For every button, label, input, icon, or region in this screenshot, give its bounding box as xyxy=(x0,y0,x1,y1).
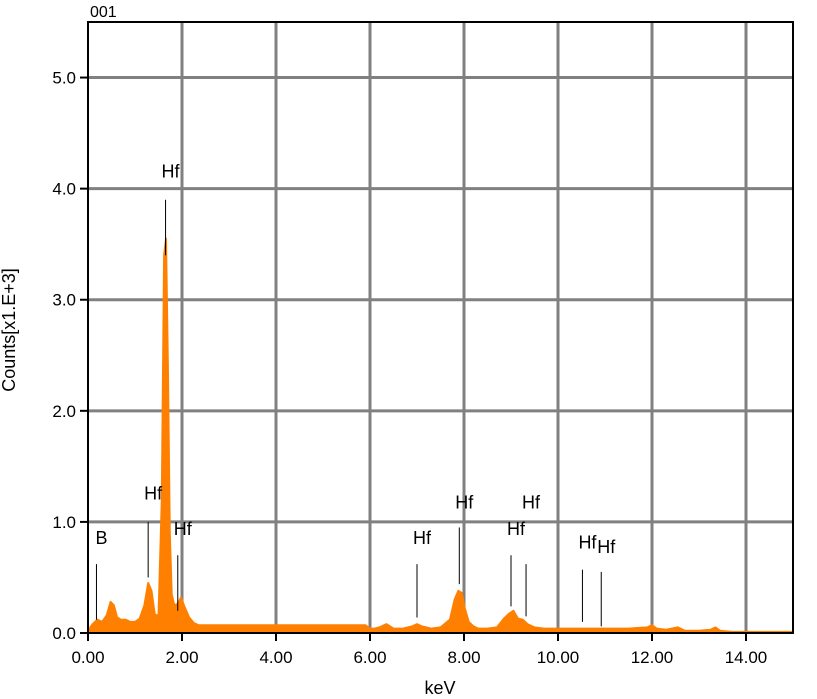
x-tick-label-7: 14.00 xyxy=(725,648,768,667)
axis-ticks: 0.00 2.00 4.00 6.00 8.00 10.00 12.00 14.00 0.0 1.… xyxy=(52,69,767,667)
x-tick-label-2: 4.00 xyxy=(259,648,292,667)
spectrum-id-label: 001 xyxy=(90,4,117,21)
y-tick-label-1: 1.0 xyxy=(52,513,76,532)
peak-label-9: Hf xyxy=(597,537,616,557)
y-tick-label-0: 0.0 xyxy=(52,624,76,643)
x-axis-title: keV xyxy=(424,678,455,698)
y-tick-label-2: 2.0 xyxy=(52,402,76,421)
x-tick-label-1: 2.00 xyxy=(165,648,198,667)
x-tick-label-5: 10.00 xyxy=(537,648,580,667)
x-tick-label-4: 8.00 xyxy=(447,648,480,667)
x-tick-label-6: 12.00 xyxy=(631,648,674,667)
peak-label-2: B xyxy=(95,528,107,548)
y-axis-title: Counts[x1.E+3] xyxy=(0,268,19,392)
x-tick-label-3: 6.00 xyxy=(353,648,386,667)
plot-frame xyxy=(87,21,794,634)
peak-label-5: Hf xyxy=(455,493,474,513)
peak-label-0: Hf xyxy=(162,162,181,182)
peak-label-8: Hf xyxy=(578,533,597,553)
peak-label-3: Hf xyxy=(174,519,193,539)
spectrum-area-0 xyxy=(87,237,794,634)
peak-label-4: Hf xyxy=(413,528,432,548)
peak-label-1: Hf xyxy=(144,484,163,504)
y-tick-label-5: 5.0 xyxy=(52,69,76,88)
peak-label-7: Hf xyxy=(522,493,541,513)
peak-label-6: Hf xyxy=(507,519,526,539)
spectrum-area-layer xyxy=(87,237,794,634)
y-tick-label-3: 3.0 xyxy=(52,291,76,310)
grid xyxy=(88,22,793,633)
y-tick-label-4: 4.0 xyxy=(52,180,76,199)
x-tick-label-0: 0.00 xyxy=(71,648,104,667)
